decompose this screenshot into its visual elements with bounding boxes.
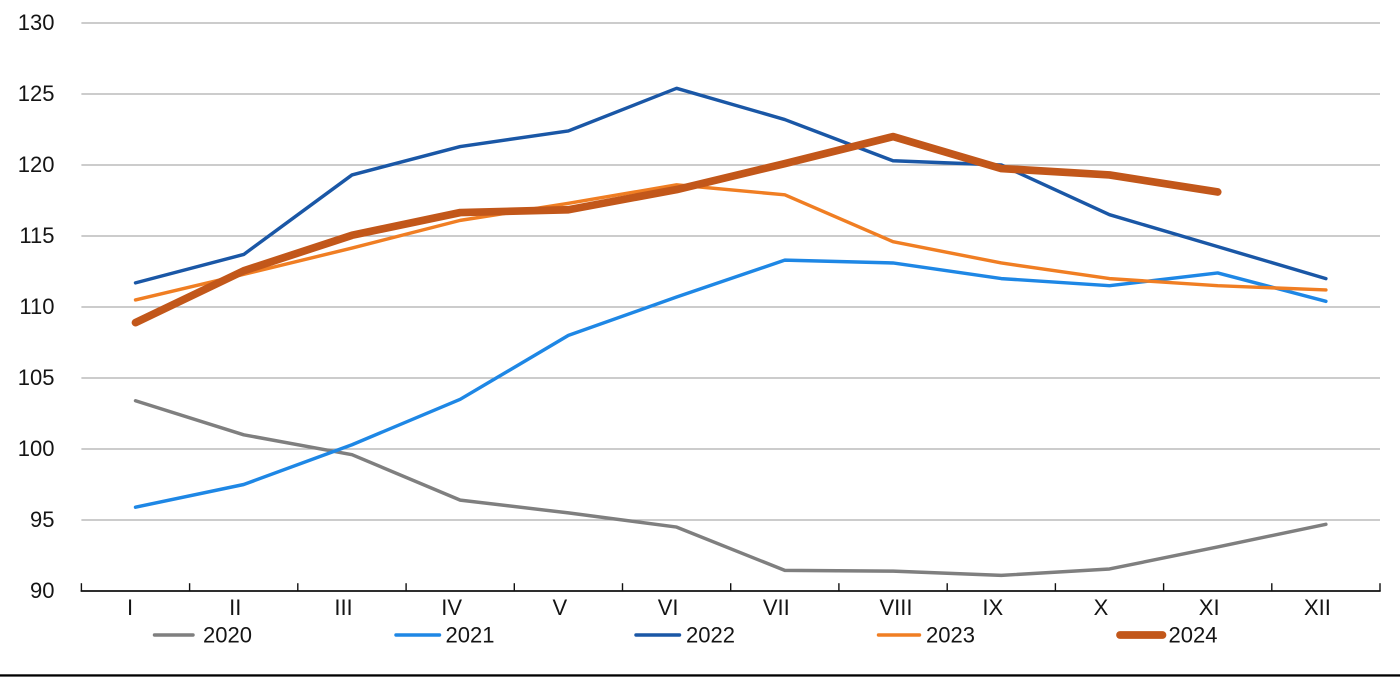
svg-text:90: 90: [30, 578, 54, 603]
svg-text:XII: XII: [1304, 595, 1331, 620]
svg-text:110: 110: [19, 294, 54, 319]
svg-text:VII: VII: [763, 595, 790, 620]
svg-text:115: 115: [19, 223, 54, 248]
svg-text:2023: 2023: [926, 623, 975, 648]
svg-text:100: 100: [18, 436, 55, 461]
svg-text:95: 95: [30, 507, 54, 532]
svg-text:125: 125: [18, 81, 55, 106]
svg-text:105: 105: [18, 365, 55, 390]
svg-text:X: X: [1094, 595, 1109, 620]
svg-text:IX: IX: [982, 595, 1003, 620]
svg-text:IV: IV: [441, 595, 462, 620]
svg-text:XI: XI: [1199, 595, 1220, 620]
svg-text:120: 120: [18, 152, 55, 177]
svg-text:2020: 2020: [203, 623, 252, 648]
svg-text:II: II: [229, 595, 241, 620]
svg-text:I: I: [127, 595, 133, 620]
svg-text:2021: 2021: [446, 623, 495, 648]
svg-text:VI: VI: [658, 595, 679, 620]
svg-text:2022: 2022: [686, 623, 735, 648]
svg-text:V: V: [553, 595, 568, 620]
svg-text:VIII: VIII: [879, 595, 912, 620]
svg-text:2024: 2024: [1169, 623, 1218, 648]
svg-text:130: 130: [18, 10, 55, 35]
svg-text:III: III: [334, 595, 352, 620]
